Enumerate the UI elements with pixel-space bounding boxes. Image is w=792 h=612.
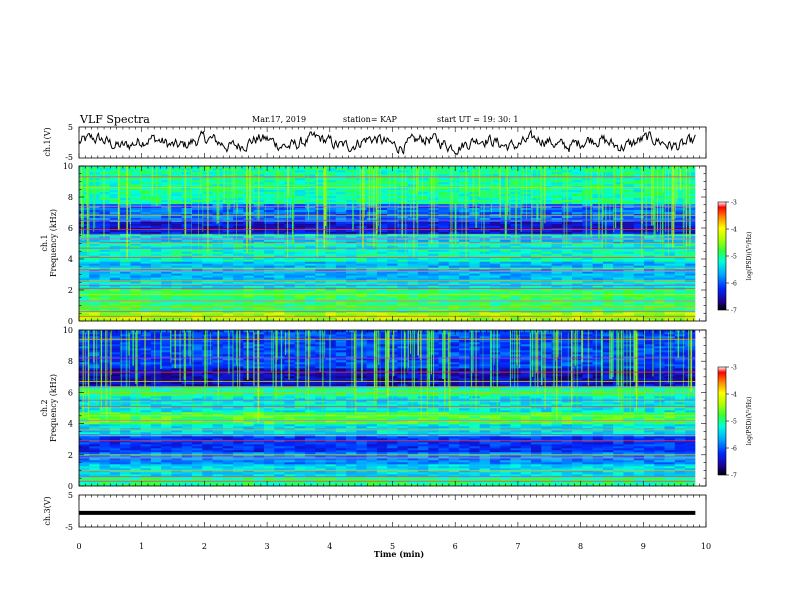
ytick-label: 10: [63, 162, 73, 171]
ch1-spectrogram-ytick-labels: 0 2 4 6 8 10: [63, 162, 73, 326]
x-axis-label: Time (min): [374, 549, 424, 559]
x-tick-label: 5: [390, 542, 395, 551]
x-tick-label: 10: [701, 542, 711, 551]
ytick-label: 2: [68, 451, 73, 460]
ytick-label: 0: [68, 317, 73, 326]
ch1-ytick-bottom: -5: [65, 153, 73, 162]
colorbar-tick-label: -5: [731, 254, 737, 261]
colorbar-tick-label: -3: [731, 200, 737, 207]
colorbar-tick-label: -6: [731, 281, 737, 288]
ytick-label: 2: [68, 286, 73, 295]
ytick-label: 8: [68, 193, 73, 202]
ytick-label: 10: [63, 326, 73, 335]
colorbar-tick-label: -4: [731, 227, 737, 234]
colorbar-tick-label: -4: [731, 392, 737, 399]
colorbar-tick-label: -3: [731, 365, 737, 372]
colorbar-tick-label: -6: [731, 446, 737, 453]
ch3-ytick-bottom: -5: [65, 523, 73, 532]
figure-title: VLF Spectra: [79, 113, 150, 126]
date-label: Mar.17, 2019: [252, 115, 306, 124]
ch3-ytick-top: 5: [68, 491, 73, 500]
ch1-colorbar-label: log(PSD)(V²/Hz): [746, 232, 753, 281]
ch2-spectrogram-image: [79, 330, 706, 487]
ch1-ylabel: ch.1(V): [43, 127, 52, 156]
x-tick-label: 3: [265, 542, 270, 551]
ch1-spectrogram-image: [79, 166, 706, 322]
station-label: station= KAP: [343, 115, 398, 124]
x-tick-label: 6: [453, 542, 458, 551]
ch2-spectrogram-ytick-labels: 0 2 4 6 8 10: [63, 326, 73, 491]
ch1-spectrogram-channel-label: ch.1: [40, 234, 49, 251]
ch1-spectrogram-ylabel: Frequency (kHz): [49, 209, 58, 277]
colorbar-tick-label: -5: [731, 419, 737, 426]
ch2-spectrogram-channel-label: ch.2: [40, 399, 49, 416]
x-tick-label: 2: [202, 542, 207, 551]
start-time-label: start UT = 19: 30: 1: [437, 115, 518, 124]
ytick-label: 4: [68, 255, 73, 264]
ch2-colorbar-label: log(PSD)(V²/Hz): [746, 397, 753, 446]
ch2-colorbar-tick-labels: -3 -4 -5 -6 -7: [726, 365, 737, 480]
ch2-spectrogram-ylabel: Frequency (kHz): [49, 374, 58, 442]
ytick-label: 6: [68, 224, 73, 233]
ytick-label: 0: [68, 482, 73, 491]
x-tick-label: 1: [139, 542, 144, 551]
ch1-ytick-top: 5: [68, 123, 73, 132]
x-tick-labels: 0 1 2 3 4 5 6 7 8 9 10: [76, 542, 711, 551]
colorbar-tick-label: -7: [731, 308, 737, 315]
ch1-colorbar-tick-labels: -3 -4 -5 -6 -7: [726, 200, 737, 315]
x-tick-label: 0: [76, 542, 81, 551]
ch2-colorbar: [717, 366, 727, 476]
ch1-colorbar: [717, 201, 727, 311]
ytick-label: 6: [68, 388, 73, 397]
ch3-ylabel: ch.3(V): [43, 496, 52, 525]
ytick-label: 8: [68, 357, 73, 366]
x-tick-label: 4: [327, 542, 332, 551]
ch1-waveform-trace: [78, 129, 696, 156]
x-tick-label: 8: [578, 542, 583, 551]
x-tick-label: 7: [515, 542, 520, 551]
ytick-label: 4: [68, 420, 73, 429]
x-tick-label: 9: [641, 542, 646, 551]
colorbar-tick-label: -7: [731, 473, 737, 480]
axis-ticks: [78, 127, 707, 527]
